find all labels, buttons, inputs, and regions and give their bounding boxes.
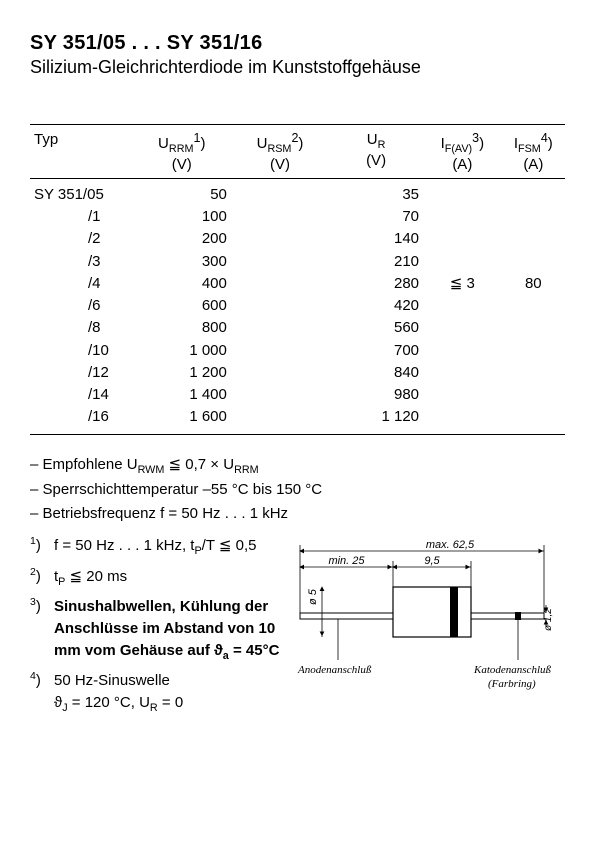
table-row: /110070 bbox=[30, 206, 565, 228]
footnote-item: 1)f = 50 Hz . . . 1 kHz, tP/T ≦ 0,5 bbox=[30, 535, 280, 560]
table-row: /101 000700 bbox=[30, 340, 565, 362]
th-ifsm: IFSM4)(A) bbox=[502, 125, 565, 179]
table-row: /4400280≦ 380 bbox=[30, 273, 565, 295]
table-row: /8800560 bbox=[30, 317, 565, 339]
table-row: /161 6001 120 bbox=[30, 406, 565, 434]
table-row: /121 200840 bbox=[30, 362, 565, 384]
table-row: /2200140 bbox=[30, 228, 565, 250]
footnote-item: 3)Sinushalbwellen, Kühlung der Anschlüss… bbox=[30, 596, 280, 664]
svg-text:Anodenanschluß: Anodenanschluß bbox=[297, 664, 372, 676]
svg-text:max. 62,5: max. 62,5 bbox=[426, 539, 475, 551]
page-subtitle: Silizium-Gleichrichterdiode im Kunststof… bbox=[30, 57, 565, 78]
svg-text:Katodenanschluß: Katodenanschluß bbox=[473, 664, 551, 676]
footnote-item: 4)50 Hz-SinuswelleϑJ = 120 °C, UR = 0 bbox=[30, 670, 280, 716]
footnotes: 1)f = 50 Hz . . . 1 kHz, tP/T ≦ 0,5 2)tP … bbox=[30, 535, 280, 723]
table-row: /6600420 bbox=[30, 295, 565, 317]
th-urrm: URRM1)(V) bbox=[133, 125, 231, 179]
th-ur: UR(V) bbox=[329, 125, 423, 179]
notes-list: – Empfohlene URWM ≦ 0,7 × URRM– Sperrsch… bbox=[30, 453, 565, 525]
footnote-item: 2)tP ≦ 20 ms bbox=[30, 566, 280, 591]
note-item: – Sperrschichttemperatur –55 °C bis 150 … bbox=[30, 478, 565, 501]
th-ursm: URSM2)(V) bbox=[231, 125, 329, 179]
svg-text:(Farbring): (Farbring) bbox=[488, 678, 536, 690]
svg-text:9,5: 9,5 bbox=[424, 555, 440, 567]
note-item: – Betriebsfrequenz f = 50 Hz . . . 1 kHz bbox=[30, 502, 565, 525]
table-row: SY 351/055035 bbox=[30, 178, 565, 206]
svg-text:min. 25: min. 25 bbox=[328, 555, 365, 567]
table-row: /141 400980 bbox=[30, 384, 565, 406]
th-ifav: IF(AV)3)(A) bbox=[423, 125, 502, 179]
svg-text:ø 1,2: ø 1,2 bbox=[543, 608, 554, 631]
page-title: SY 351/05 . . . SY 351/16 bbox=[30, 32, 565, 55]
svg-text:ø 5: ø 5 bbox=[307, 588, 319, 605]
table-row: /3300210 bbox=[30, 251, 565, 273]
note-item: – Empfohlene URWM ≦ 0,7 × URRM bbox=[30, 453, 565, 479]
package-diagram: max. 62,5 min. 25 9,5 ø 5 ø 1,2 Anodenanschlu… bbox=[288, 535, 565, 714]
th-typ: Typ bbox=[30, 125, 133, 179]
ratings-table: Typ URRM1)(V) URSM2)(V) UR(V) IF(AV)3)(A… bbox=[30, 124, 565, 435]
